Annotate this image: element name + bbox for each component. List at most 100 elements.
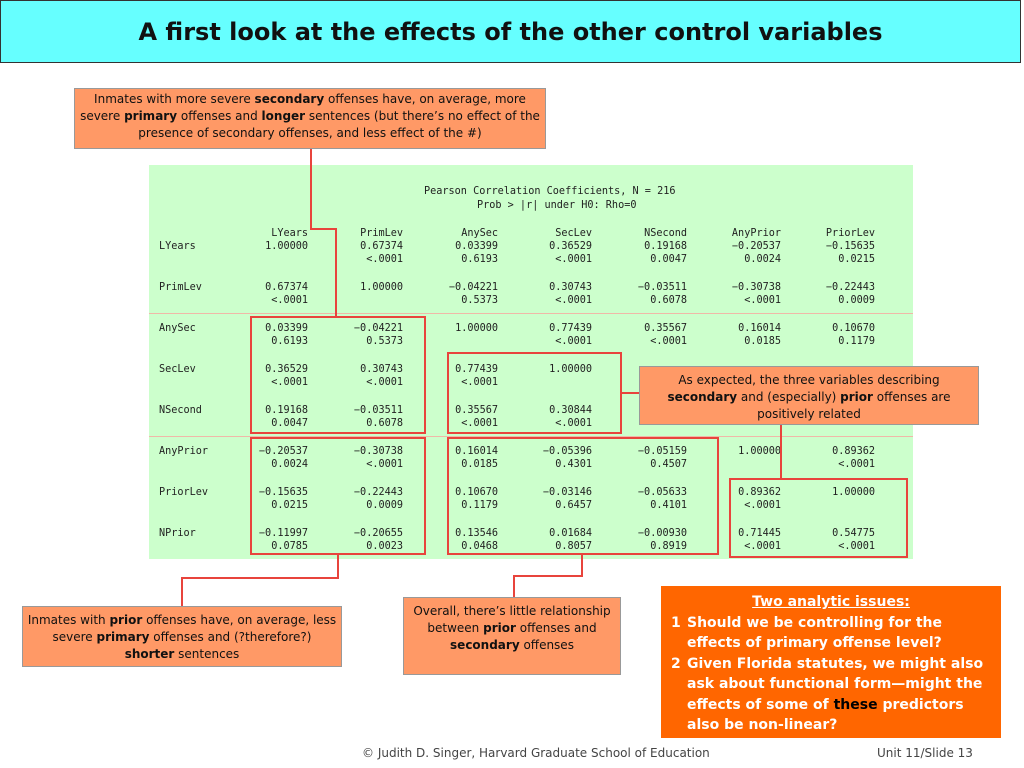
issue-text-part: predictors also be non-linear? [687, 696, 964, 734]
correlation-value: 0.03399 [265, 323, 308, 334]
correlation-value: −0.03511 [637, 282, 687, 293]
correlation-value: 0.89362 [738, 487, 781, 498]
highlight-secondary-vs-primary [250, 316, 426, 434]
connector-line [181, 577, 339, 579]
p-value: 0.6078 [366, 418, 403, 429]
connector-line [780, 425, 782, 480]
p-value: 0.0024 [271, 459, 308, 470]
p-value: 0.0047 [650, 254, 687, 265]
callout-secondary-offenses: Inmates with more severe secondary offen… [74, 88, 546, 149]
callout-text: Overall, there’s little relationship bet… [413, 604, 611, 652]
correlation-value: 0.19168 [265, 405, 308, 416]
correlation-value: 0.89362 [832, 446, 875, 457]
correlation-value: 1.00000 [832, 487, 875, 498]
correlation-value: 0.16014 [738, 323, 781, 334]
p-value: <.0001 [555, 295, 592, 306]
connector-line [337, 555, 339, 579]
p-value: 0.0215 [271, 500, 308, 511]
correlation-value: 0.67374 [265, 282, 308, 293]
column-header: PriorLev [825, 228, 875, 239]
p-value: <.0001 [744, 295, 781, 306]
p-value: 0.4301 [555, 459, 592, 470]
callout-text: As expected, the three variables describ… [667, 373, 951, 421]
p-value: 0.0009 [838, 295, 875, 306]
issue-number: 2 [671, 655, 681, 672]
correlation-value: −0.22443 [353, 487, 403, 498]
correlation-value: −0.03146 [542, 487, 592, 498]
row-label: AnySec [159, 323, 196, 334]
correlation-value: 0.71445 [738, 528, 781, 539]
correlation-value: 1.00000 [738, 446, 781, 457]
row-label: NPrior [159, 528, 196, 539]
correlation-value: 0.13546 [455, 528, 498, 539]
row-label: NSecond [159, 405, 202, 416]
connector-line [310, 149, 312, 229]
column-header: AnySec [461, 228, 498, 239]
issues-heading: Two analytic issues: [752, 594, 910, 610]
connector-line [181, 577, 183, 606]
p-value: 0.0185 [744, 336, 781, 347]
column-header: NSecond [644, 228, 687, 239]
p-value: 0.0185 [461, 459, 498, 470]
p-value: <.0001 [555, 336, 592, 347]
correlation-value: 0.30844 [549, 405, 592, 416]
row-label: AnyPrior [159, 446, 209, 457]
correlation-value: 0.35567 [644, 323, 687, 334]
p-value: 0.8919 [650, 541, 687, 552]
group-divider [149, 313, 913, 314]
p-value: 0.1179 [838, 336, 875, 347]
callout-as-expected: As expected, the three variables describ… [639, 366, 979, 425]
column-header: AnyPrior [731, 228, 781, 239]
column-header: LYears [271, 228, 308, 239]
correlation-value: 0.36529 [265, 364, 308, 375]
correlation-value: −0.20537 [258, 446, 308, 457]
p-value: <.0001 [366, 459, 403, 470]
column-header: PrimLev [360, 228, 403, 239]
p-value: 0.0023 [366, 541, 403, 552]
callout-text: Inmates with prior offenses have, on ave… [27, 613, 337, 661]
connector-line [310, 228, 337, 230]
correlation-value: −0.22443 [825, 282, 875, 293]
p-value: <.0001 [461, 377, 498, 388]
connector-line [622, 392, 640, 394]
correlation-value: 0.03399 [455, 241, 498, 252]
p-value: 0.0009 [366, 500, 403, 511]
p-value: 0.0024 [744, 254, 781, 265]
p-value: <.0001 [838, 541, 875, 552]
highlight-prior-block [729, 478, 908, 558]
highlight-prior-vs-secondary [447, 437, 719, 555]
correlation-value: 0.77439 [549, 323, 592, 334]
p-value: <.0001 [650, 336, 687, 347]
correlation-value: 0.67374 [360, 241, 403, 252]
p-value: 0.8057 [555, 541, 592, 552]
p-value: 0.6457 [555, 500, 592, 511]
correlation-value: 0.30743 [549, 282, 592, 293]
correlation-output: Pearson Correlation Coefficients, N = 21… [149, 165, 913, 559]
issue-text: Should we be controlling for the effects… [687, 614, 943, 652]
correlation-value: −0.20537 [731, 241, 781, 252]
emphasis-these: these [833, 696, 878, 713]
output-heading: Pearson Correlation Coefficients, N = 21… [424, 186, 676, 197]
footer-slide-number: Unit 11/Slide 13 [877, 746, 973, 760]
correlation-value: −0.05633 [637, 487, 687, 498]
correlation-value: 1.00000 [549, 364, 592, 375]
output-subheading: Prob > |r| under H0: Rho=0 [477, 200, 637, 211]
p-value: 0.0047 [271, 418, 308, 429]
highlight-secondary-block [447, 352, 622, 434]
issue-item: 1 Should we be controlling for the effec… [671, 613, 991, 654]
correlation-value: 0.35567 [455, 405, 498, 416]
p-value: 0.0468 [461, 541, 498, 552]
footer-credit: © Judith D. Singer, Harvard Graduate Sch… [362, 746, 710, 760]
p-value: 0.1179 [461, 500, 498, 511]
p-value: <.0001 [366, 254, 403, 265]
correlation-value: −0.03511 [353, 405, 403, 416]
p-value: 0.4101 [650, 500, 687, 511]
correlation-value: −0.05159 [637, 446, 687, 457]
correlation-value: −0.05396 [542, 446, 592, 457]
connector-line [513, 575, 515, 598]
p-value: <.0001 [271, 377, 308, 388]
callout-overall: Overall, there’s little relationship bet… [403, 597, 621, 675]
column-header: SecLev [555, 228, 592, 239]
p-value: 0.0785 [271, 541, 308, 552]
correlation-value: 0.01684 [549, 528, 592, 539]
